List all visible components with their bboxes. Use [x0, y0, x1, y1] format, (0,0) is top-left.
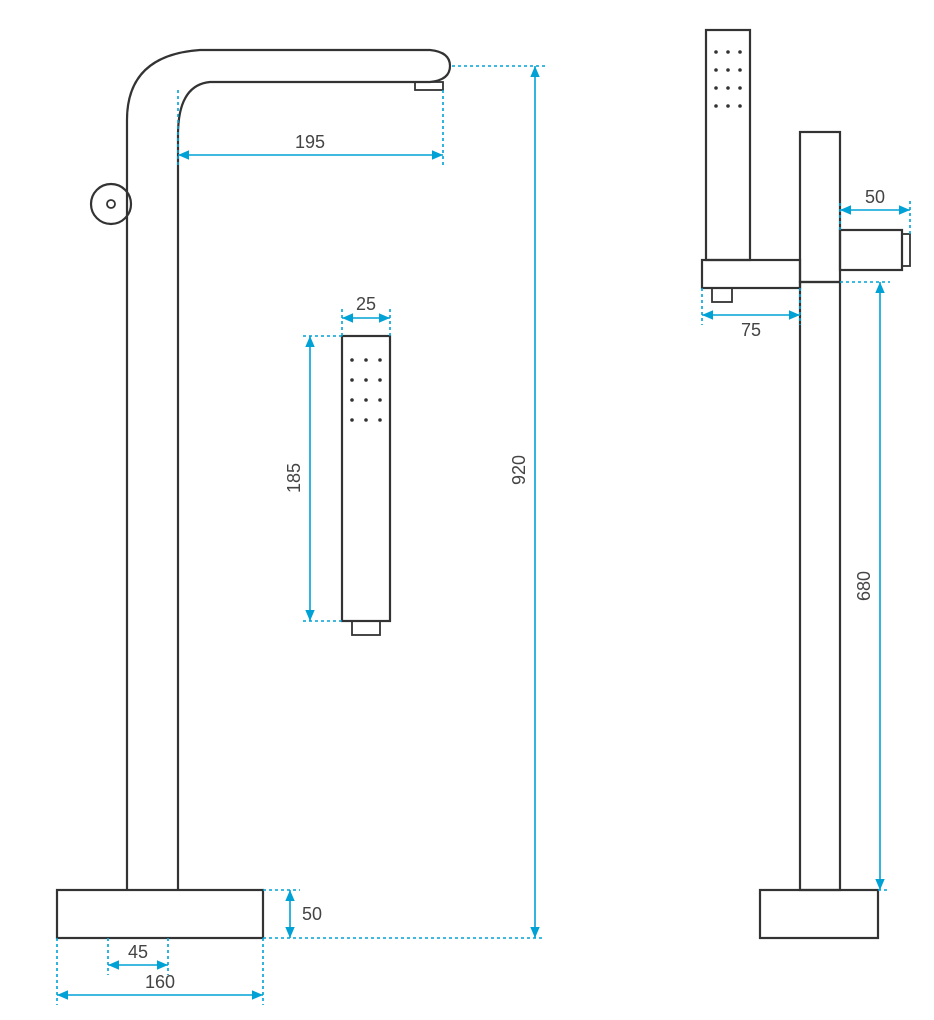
dim-column-h: 680	[854, 571, 874, 601]
left-view: 195 920 25 185 50 45 160	[57, 50, 545, 1005]
technical-drawing: 195 920 25 185 50 45 160	[0, 0, 934, 1020]
dim-spout-reach: 195	[295, 132, 325, 152]
hand-shower-detail	[342, 336, 390, 635]
dim-base-w: 160	[145, 972, 175, 992]
dim-total-height: 920	[509, 455, 529, 485]
dim-base-h: 50	[302, 904, 322, 924]
dim-holder-w: 75	[741, 320, 761, 340]
dim-handle-depth: 50	[865, 187, 885, 207]
right-view: 50 75 680	[702, 30, 910, 938]
dim-shower-h: 185	[284, 463, 304, 493]
dim-shower-w: 25	[356, 294, 376, 314]
dim-base-inner: 45	[128, 942, 148, 962]
